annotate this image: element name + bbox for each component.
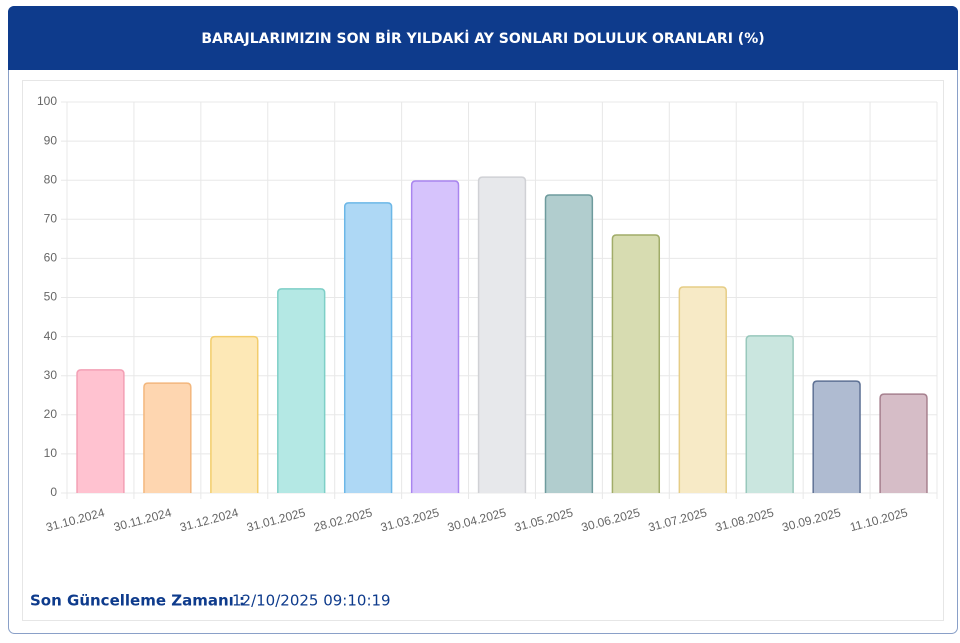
chart-title: BARAJLARIMIZIN SON BİR YILDAKİ AY SONLAR… xyxy=(201,30,764,47)
y-tick-label: 70 xyxy=(44,211,58,225)
bar xyxy=(410,180,460,493)
y-tick-label: 30 xyxy=(44,368,58,382)
y-tick-label: 0 xyxy=(50,485,57,499)
bar xyxy=(76,369,125,493)
y-tick-label: 20 xyxy=(44,407,58,421)
bar xyxy=(812,380,861,493)
bar xyxy=(745,335,794,493)
bar xyxy=(343,202,393,493)
y-tick-label: 50 xyxy=(44,290,58,304)
bar xyxy=(544,194,594,493)
bar xyxy=(611,234,661,493)
bar xyxy=(210,335,259,493)
y-tick-label: 10 xyxy=(44,446,58,460)
bar xyxy=(277,288,326,493)
y-tick-label: 60 xyxy=(44,251,58,265)
bar xyxy=(143,382,192,493)
y-tick-label: 90 xyxy=(44,133,58,147)
bar xyxy=(879,393,928,493)
y-tick-label: 40 xyxy=(44,329,58,343)
footer-label: Son Güncelleme Zamanı : xyxy=(30,592,245,610)
bar xyxy=(678,286,727,493)
y-tick-label: 80 xyxy=(44,172,58,186)
card-header xyxy=(8,6,958,70)
bar xyxy=(477,176,527,493)
y-tick-label: 100 xyxy=(37,94,57,108)
footer-value: 12/10/2025 09:10:19 xyxy=(232,592,391,610)
chart-panel xyxy=(22,80,944,621)
